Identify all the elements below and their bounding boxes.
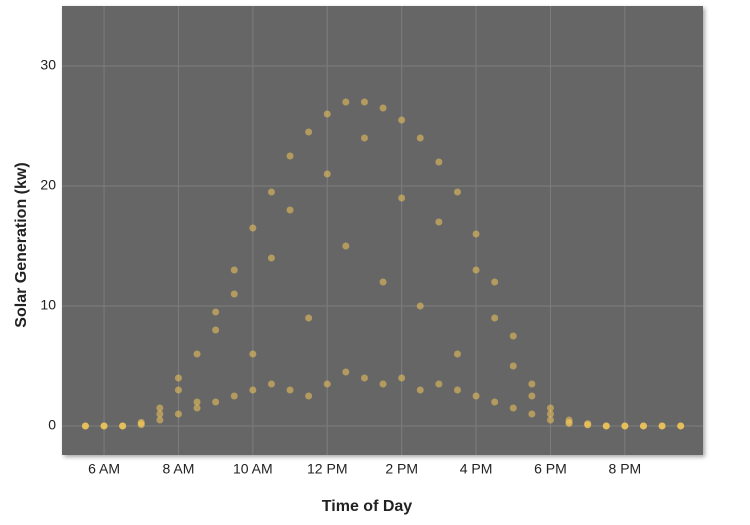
data-point xyxy=(286,386,294,394)
data-point xyxy=(435,218,443,226)
data-point xyxy=(81,422,89,430)
data-point xyxy=(416,302,424,310)
data-point xyxy=(323,110,331,118)
data-point xyxy=(472,392,480,400)
data-point xyxy=(398,116,406,124)
data-point xyxy=(398,374,406,382)
data-point xyxy=(286,206,294,214)
data-point xyxy=(174,374,182,382)
y-tick-label: 20 xyxy=(40,177,56,193)
data-point xyxy=(119,422,127,430)
data-point xyxy=(212,326,220,334)
x-tick-label: 2 PM xyxy=(385,461,418,477)
data-point xyxy=(267,254,275,262)
data-point xyxy=(453,350,461,358)
x-tick-label: 8 AM xyxy=(162,461,194,477)
data-point xyxy=(342,98,350,106)
data-point xyxy=(249,350,257,358)
data-point xyxy=(286,152,294,160)
data-point xyxy=(305,314,313,322)
data-point xyxy=(509,332,517,340)
data-point xyxy=(528,410,536,418)
x-axis-title: Time of Day xyxy=(322,498,413,515)
data-point xyxy=(379,380,387,388)
data-point xyxy=(546,416,554,424)
data-point xyxy=(267,380,275,388)
data-point xyxy=(658,422,666,430)
data-point xyxy=(435,380,443,388)
data-point xyxy=(230,290,238,298)
x-tick-label: 8 PM xyxy=(609,461,642,477)
x-tick-label: 12 PM xyxy=(307,461,347,477)
data-point xyxy=(509,404,517,412)
data-point xyxy=(528,392,536,400)
data-point xyxy=(491,278,499,286)
data-point xyxy=(323,170,331,178)
x-tick-label: 6 AM xyxy=(88,461,120,477)
data-point xyxy=(323,380,331,388)
data-point xyxy=(193,404,201,412)
data-point xyxy=(472,230,480,238)
y-axis-title: Solar Generation (kw) xyxy=(13,162,30,327)
data-point xyxy=(156,404,164,412)
data-point xyxy=(491,314,499,322)
y-tick-label: 10 xyxy=(40,297,56,313)
data-point xyxy=(360,98,368,106)
data-point xyxy=(342,368,350,376)
data-point xyxy=(528,380,536,388)
data-point xyxy=(230,266,238,274)
data-point xyxy=(360,134,368,142)
data-point xyxy=(379,104,387,112)
data-point xyxy=(677,422,685,430)
data-point xyxy=(174,386,182,394)
x-tick-label: 4 PM xyxy=(460,461,493,477)
data-point xyxy=(639,422,647,430)
data-point xyxy=(584,421,592,429)
data-point xyxy=(546,410,554,418)
data-point xyxy=(100,422,108,430)
data-point xyxy=(509,362,517,370)
data-point xyxy=(174,410,182,418)
data-point xyxy=(416,134,424,142)
data-point xyxy=(193,350,201,358)
data-point xyxy=(249,224,257,232)
x-tick-label: 6 PM xyxy=(534,461,567,477)
data-point xyxy=(360,374,368,382)
data-point xyxy=(453,386,461,394)
data-point xyxy=(230,392,238,400)
data-point xyxy=(249,386,257,394)
data-point xyxy=(379,278,387,286)
data-point xyxy=(416,386,424,394)
data-point xyxy=(267,188,275,196)
data-point xyxy=(435,158,443,166)
data-point xyxy=(546,404,554,412)
data-point xyxy=(565,418,573,426)
data-point xyxy=(156,416,164,424)
data-point xyxy=(305,392,313,400)
data-point xyxy=(212,398,220,406)
data-point xyxy=(342,242,350,250)
data-point xyxy=(602,422,610,430)
data-point xyxy=(621,422,629,430)
data-point xyxy=(472,266,480,274)
y-tick-label: 0 xyxy=(48,417,56,433)
x-tick-label: 10 AM xyxy=(233,461,273,477)
data-point xyxy=(305,128,313,136)
y-tick-label: 30 xyxy=(40,57,56,73)
data-point xyxy=(491,398,499,406)
data-point xyxy=(137,418,145,426)
data-point xyxy=(212,308,220,316)
data-point xyxy=(398,194,406,202)
plot-area xyxy=(62,6,703,455)
data-point xyxy=(156,410,164,418)
data-point xyxy=(193,398,201,406)
data-point xyxy=(453,188,461,196)
